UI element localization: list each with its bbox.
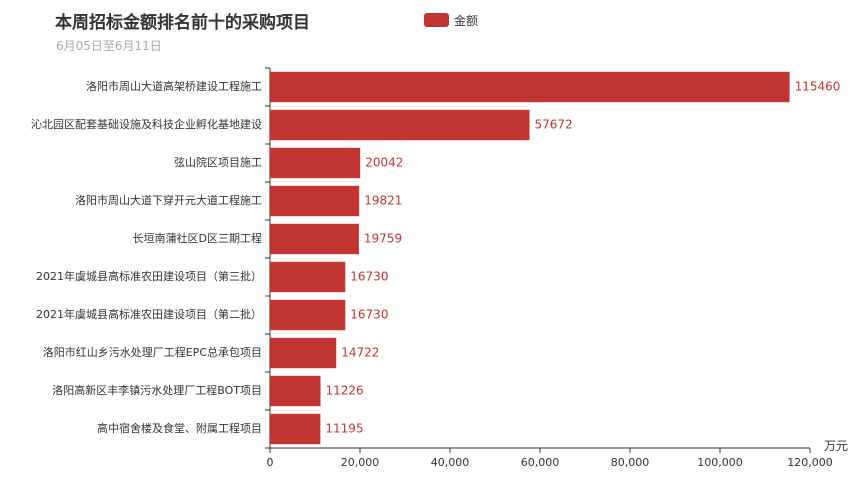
value-label: 16730 <box>350 308 388 322</box>
legend-swatch <box>424 13 449 27</box>
x-tick-label: 0 <box>267 456 274 469</box>
bar[interactable] <box>270 223 359 255</box>
bar[interactable] <box>270 299 346 331</box>
value-label: 11226 <box>326 384 364 398</box>
category-label: 高中宿舍楼及食堂、附属工程项目 <box>97 421 262 435</box>
category-label: 弦山院区项目施工 <box>174 155 262 169</box>
bar[interactable] <box>270 185 360 217</box>
bar[interactable] <box>270 109 530 141</box>
value-label: 57672 <box>535 118 573 132</box>
bar[interactable] <box>270 261 346 293</box>
chart-title: 本周招标金额排名前十的采购项目 <box>55 13 310 33</box>
chart-subtitle: 6月05日至6月11日 <box>56 39 162 53</box>
x-tick-label: 60,000 <box>521 456 560 469</box>
x-tick-label: 120,000 <box>787 456 833 469</box>
category-label: 2021年虞城县高标准农田建设项目（第二批） <box>36 307 262 321</box>
value-label: 19759 <box>364 232 402 246</box>
x-tick-label: 20,000 <box>341 456 380 469</box>
legend-item-amount[interactable]: 金额 <box>424 12 478 28</box>
x-tick-label: 100,000 <box>697 456 743 469</box>
x-axis-unit-label: 万元 <box>824 439 848 453</box>
value-label: 14722 <box>341 346 379 360</box>
value-label: 19821 <box>364 194 402 208</box>
x-tick-label: 80,000 <box>611 456 650 469</box>
category-label: 长垣南蒲社区D区三期工程 <box>133 231 262 245</box>
bar[interactable] <box>270 71 790 103</box>
category-label: 洛阳市周山大道高架桥建设工程施工 <box>86 79 262 93</box>
value-label: 115460 <box>795 80 841 94</box>
bar[interactable] <box>270 413 321 445</box>
category-label: 洛阳市红山乡污水处理厂工程EPC总承包项目 <box>43 345 262 359</box>
bar[interactable] <box>270 375 321 407</box>
bar[interactable] <box>270 147 361 179</box>
value-label: 11195 <box>325 422 363 436</box>
category-label: 沁北园区配套基础设施及科技企业孵化基地建设 <box>31 117 262 131</box>
bar[interactable] <box>270 337 337 369</box>
x-tick-label: 40,000 <box>431 456 470 469</box>
value-label: 16730 <box>350 270 388 284</box>
category-label: 洛阳高新区丰李镇污水处理厂工程BOT项目 <box>52 383 262 397</box>
category-label: 洛阳市周山大道下穿开元大道工程施工 <box>75 193 262 207</box>
category-label: 2021年虞城县高标准农田建设项目（第三批） <box>36 269 262 283</box>
value-label: 20042 <box>365 156 403 170</box>
legend-label: 金额 <box>454 13 479 28</box>
